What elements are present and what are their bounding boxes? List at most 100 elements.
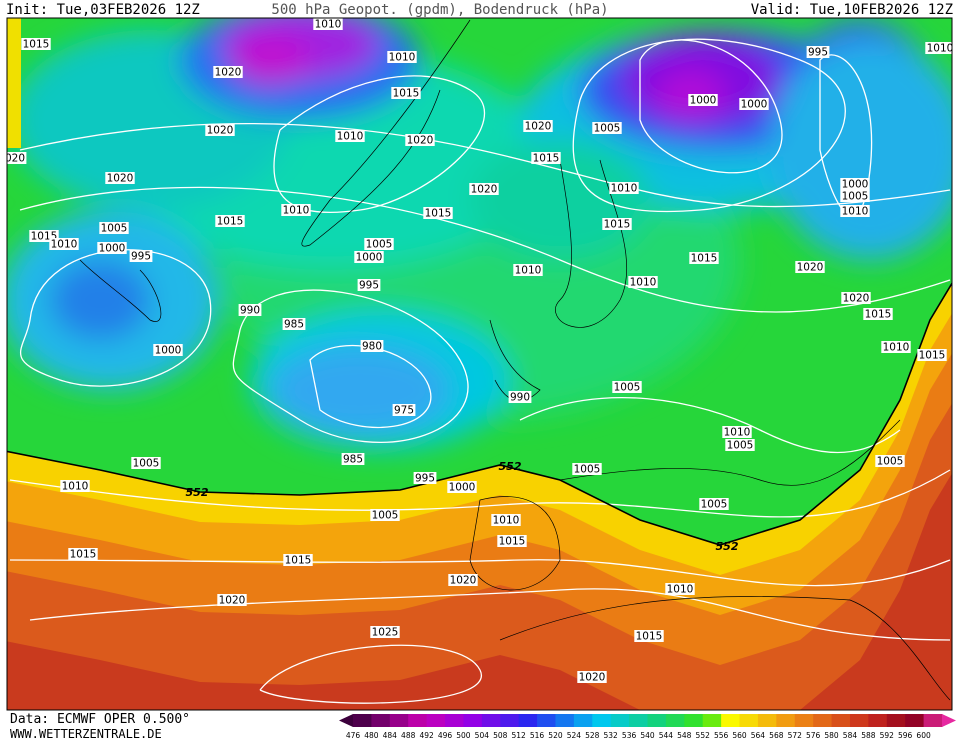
colorbar-swatch — [371, 714, 391, 727]
coastline — [499, 596, 951, 701]
height-552-line — [7, 281, 952, 546]
isobar-label: 1000 — [155, 345, 182, 357]
isobar-label: 1000 — [741, 99, 768, 111]
colorbar-label: 560 — [732, 731, 747, 740]
colorbar-swatch — [757, 714, 777, 727]
isobar-label-box — [335, 130, 365, 142]
isobar-label-box — [281, 204, 311, 216]
isobar-label: 1015 — [533, 153, 560, 165]
isobar-label-box — [609, 182, 639, 194]
colorbar-swatch — [353, 714, 372, 727]
isobar-label-box — [840, 190, 870, 202]
colorbar-label: 540 — [640, 731, 655, 740]
colorbar-label: 488 — [401, 731, 416, 740]
isobar-label: 1010 — [611, 183, 638, 195]
isobar-label-box — [841, 292, 871, 304]
isobar-label-box — [917, 349, 947, 361]
colorbar-label: 588 — [861, 731, 876, 740]
isobar-label: 1005 — [366, 239, 393, 251]
colorbar-swatch — [592, 714, 612, 727]
isobar-label: 1010 — [51, 239, 78, 251]
isobar-label-box — [364, 238, 394, 250]
isobar-label-box — [60, 480, 90, 492]
colorbar-swatch — [905, 714, 925, 727]
map-border — [6, 17, 953, 711]
isobar-line — [9, 559, 951, 587]
yellow-edge — [7, 18, 21, 148]
colorbar-swatch — [426, 714, 446, 727]
isobar-label-box — [925, 42, 952, 54]
isobar-label: 1015 — [285, 555, 312, 567]
isobar-line — [9, 469, 951, 518]
isobar-label: 1005 — [594, 123, 621, 135]
isobar-label: 1010 — [927, 43, 954, 55]
colorbar-label: 592 — [880, 731, 895, 740]
colorbar-swatch — [389, 714, 409, 727]
isobar-label-box — [99, 222, 129, 234]
isobar-label: 1005 — [133, 458, 160, 470]
isobar-label: 1020 — [579, 672, 606, 684]
isobar-label: 1020 — [471, 184, 498, 196]
colorbar-label: 552 — [696, 731, 711, 740]
colorbar-label: 492 — [419, 731, 434, 740]
isobar-label: 1005 — [372, 510, 399, 522]
isobar-line — [273, 75, 486, 214]
isobar-label: 1000 — [842, 179, 869, 191]
isobar-label-box — [213, 66, 243, 78]
isobar-label: 1015 — [70, 549, 97, 561]
isobar-line — [572, 38, 846, 213]
isobar-label: 1015 — [393, 88, 420, 100]
colorbar-label: 600 — [916, 731, 931, 740]
map-title: 500 hPa Geopot. (gpdm), Bodendruck (hPa) — [271, 2, 608, 18]
pressure-blob — [50, 260, 150, 340]
isobar-line — [259, 644, 482, 704]
colorbar-swatch — [481, 714, 501, 727]
colorbar-label: 504 — [475, 731, 490, 740]
isobar-label-box — [592, 122, 622, 134]
isobar-label-box — [497, 535, 527, 547]
colorbar-label: 476 — [346, 731, 361, 740]
isobar-label: 1010 — [389, 52, 416, 64]
isobar-label-box — [313, 18, 343, 30]
colorbar-swatch — [408, 714, 428, 727]
isobar-label: 980 — [362, 341, 382, 353]
colorbar-arrow-left — [339, 714, 353, 727]
isobar-label-box — [391, 87, 421, 99]
colorbar-swatch — [463, 714, 483, 727]
isobar-label-box — [665, 583, 695, 595]
isobar-label-box — [840, 205, 870, 217]
height-label: 552 — [186, 486, 209, 499]
isobar-label: 1010 — [337, 131, 364, 143]
isobar-label-box — [131, 457, 161, 469]
colorbar-label: 548 — [677, 731, 692, 740]
isobar-label: 985 — [284, 319, 304, 331]
colorbar-swatch — [500, 714, 520, 727]
isobar-label: 995 — [415, 473, 435, 485]
isobar-label-box — [447, 481, 477, 493]
colorbar-label: 596 — [898, 731, 913, 740]
isobar-label: 1010 — [667, 584, 694, 596]
isobar-label-box — [725, 439, 755, 451]
isobar-label: 1020 — [407, 135, 434, 147]
isobar-label-box — [387, 51, 417, 63]
colorbar-arrow-right — [942, 714, 956, 727]
colorbar-label: 520 — [548, 731, 563, 740]
isobar-label-box — [354, 251, 384, 263]
isobar-label-box — [491, 514, 521, 526]
isobar-label: 1020 — [219, 595, 246, 607]
isobar-label: 1005 — [877, 456, 904, 468]
colorbar-swatch — [794, 714, 814, 727]
isobar-label: 1000 — [356, 252, 383, 264]
isobar-label: 1005 — [574, 464, 601, 476]
isobar-label-box — [572, 463, 602, 475]
isobar-label: 1020 — [797, 262, 824, 274]
isobar-label: 1000 — [449, 482, 476, 494]
isobar-label: 1005 — [842, 191, 869, 203]
isobar-label-box — [806, 46, 830, 58]
isobar-label: 1015 — [919, 350, 946, 362]
isobar-label-box — [21, 38, 51, 50]
colorbar-label: 568 — [769, 731, 784, 740]
isobar-label-box — [341, 453, 365, 465]
colorbar-label: 528 — [585, 731, 600, 740]
